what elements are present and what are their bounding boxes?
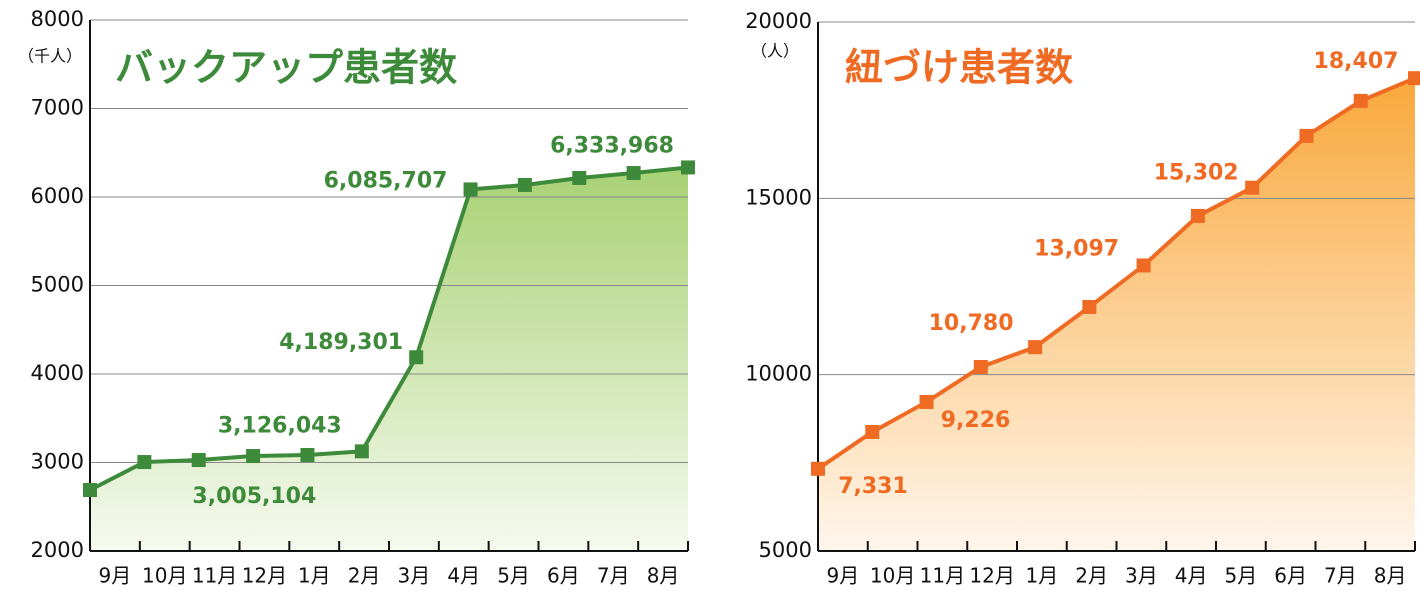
y-axis-unit: （人） xyxy=(751,42,799,61)
x-tick-label: 7月 xyxy=(1324,564,1357,588)
marker xyxy=(354,444,369,459)
x-tick-label: 2月 xyxy=(348,564,381,588)
y-tick-label: 4000 xyxy=(31,361,84,385)
x-tick-label: 7月 xyxy=(597,564,630,588)
x-tick-label: 1月 xyxy=(1026,564,1059,588)
value-label: 13,097 xyxy=(1034,236,1119,261)
marker xyxy=(300,447,315,462)
x-tick-label: 12月 xyxy=(969,564,1014,588)
value-label: 9,226 xyxy=(941,408,1011,433)
marker xyxy=(191,453,206,468)
marker xyxy=(409,350,424,365)
x-tick-label: 11月 xyxy=(920,564,965,588)
chart-title: バックアップ患者数 xyxy=(115,46,457,90)
value-label: 6,333,968 xyxy=(550,133,674,158)
value-label: 18,407 xyxy=(1314,49,1399,74)
marker xyxy=(246,449,261,464)
value-label: 6,085,707 xyxy=(324,168,448,193)
x-tick-label: 9月 xyxy=(827,564,860,588)
x-tick-label: 4月 xyxy=(1175,564,1208,588)
marker xyxy=(137,455,152,470)
y-tick-label: 3000 xyxy=(31,450,84,474)
value-label: 3,005,104 xyxy=(192,484,316,509)
marker xyxy=(1082,299,1097,314)
x-tick-label: 5月 xyxy=(497,564,530,588)
y-tick-label: 10000 xyxy=(745,362,812,386)
y-tick-label: 15000 xyxy=(745,185,812,209)
x-tick-label: 5月 xyxy=(1225,564,1258,588)
value-label: 3,126,043 xyxy=(218,413,342,438)
y-tick-label: 5000 xyxy=(759,538,812,562)
y-tick-label: 2000 xyxy=(31,538,84,562)
y-tick-label: 5000 xyxy=(31,273,84,297)
marker xyxy=(865,424,880,439)
line xyxy=(89,165,689,492)
value-label: 7,331 xyxy=(838,474,908,499)
chart-title: 紐づけ患者数 xyxy=(845,46,1073,90)
y-tick-label: 8000 xyxy=(31,7,84,31)
marker xyxy=(626,166,641,181)
marker xyxy=(1136,258,1151,273)
x-tick-label: 6月 xyxy=(547,564,580,588)
marker xyxy=(572,170,587,185)
y-axis-unit: （千人） xyxy=(18,47,82,66)
x-tick-label: 2月 xyxy=(1075,564,1108,588)
x-tick-label: 11月 xyxy=(192,564,237,588)
value-label: 4,189,301 xyxy=(279,330,403,355)
marker xyxy=(811,461,825,476)
x-tick-label: 4月 xyxy=(447,564,480,588)
marker xyxy=(1028,340,1043,355)
y-tick-label: 7000 xyxy=(31,96,84,120)
x-tick-label: 8月 xyxy=(647,564,680,588)
marker xyxy=(1245,180,1260,195)
value-label: 10,780 xyxy=(929,311,1014,336)
x-tick-label: 6月 xyxy=(1274,564,1307,588)
value-label: 15,302 xyxy=(1154,161,1239,186)
x-tick-label: 9月 xyxy=(99,564,132,588)
area xyxy=(818,78,1415,551)
x-tick-label: 3月 xyxy=(1125,564,1158,588)
x-tick-label: 1月 xyxy=(298,564,331,588)
marker xyxy=(1353,93,1368,108)
y-tick-label: 6000 xyxy=(31,184,84,208)
y-tick-label: 20000 xyxy=(745,9,812,33)
marker xyxy=(1408,71,1420,86)
marker xyxy=(463,182,478,197)
line xyxy=(816,76,1416,471)
marker xyxy=(973,359,988,374)
marker xyxy=(517,177,532,192)
marker xyxy=(681,160,695,175)
x-tick-label: 10月 xyxy=(870,564,915,588)
x-tick-label: 3月 xyxy=(398,564,431,588)
x-tick-label: 12月 xyxy=(242,564,287,588)
marker xyxy=(919,394,934,409)
marker xyxy=(1190,208,1205,223)
area xyxy=(90,167,688,551)
marker xyxy=(83,483,97,498)
marker xyxy=(1299,128,1314,143)
x-tick-label: 10月 xyxy=(142,564,187,588)
x-tick-label: 8月 xyxy=(1374,564,1407,588)
